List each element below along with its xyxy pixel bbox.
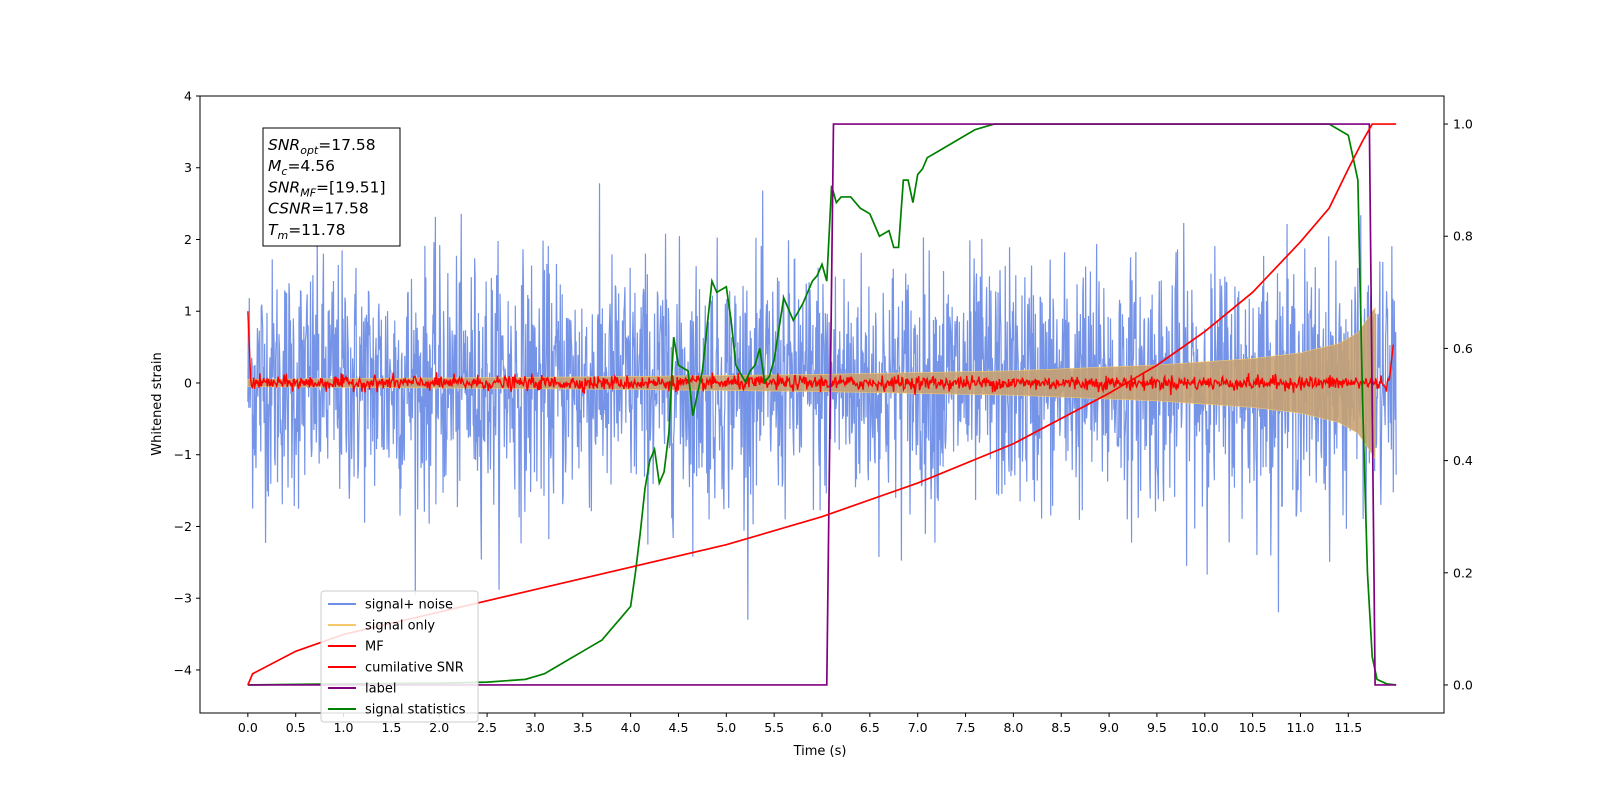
y2-tick-label: 0.4	[1453, 453, 1473, 468]
y-tick-label: −2	[174, 519, 192, 534]
x-tick-label: 4.5	[669, 720, 689, 735]
legend-label: cumilative SNR	[365, 661, 464, 676]
x-tick-label: 2.0	[429, 720, 449, 735]
x-tick-label: 8.5	[1051, 720, 1071, 735]
annotation-line: Mc=4.56	[268, 157, 335, 178]
y-tick-label: −4	[174, 662, 192, 677]
y2-tick-label: 0.2	[1453, 565, 1473, 580]
x-tick-label: 1.5	[381, 720, 401, 735]
y2-tick-label: 0.0	[1453, 677, 1473, 692]
y-tick-label: 2	[184, 232, 192, 247]
y-tick-label: −1	[174, 447, 192, 462]
series-mf-line	[247, 311, 1394, 396]
x-tick-label: 4.0	[621, 720, 641, 735]
annotation-frame	[262, 127, 401, 247]
x-tick-label: 5.5	[764, 720, 784, 735]
x-tick-label: 9.5	[1147, 720, 1167, 735]
y-tick-label: 3	[184, 160, 192, 175]
y2-tick-label: 0.6	[1453, 341, 1473, 356]
x-tick-label: 7.0	[908, 720, 928, 735]
y-axis-label: Whitened strain	[150, 352, 165, 455]
x-tick-label: 0.0	[238, 720, 258, 735]
x-tick-label: 10.5	[1239, 720, 1267, 735]
x-tick-label: 1.0	[334, 720, 354, 735]
y2-tick-label: 1.0	[1453, 117, 1473, 132]
x-tick-label: 11.0	[1287, 720, 1315, 735]
annotation-line: SNRMF=[19.51]	[268, 178, 386, 199]
legend-label: MF	[365, 640, 384, 655]
y-tick-label: 1	[184, 304, 192, 319]
legend-frame	[320, 590, 479, 723]
axis-ticks: 0.0 0.5 1.0 1.5 2.0 2.5 3.0 3.5 4.0 4.5 5.0 5.5 6.0 6…	[174, 89, 1473, 736]
x-tick-label: 9.0	[1099, 720, 1119, 735]
x-tick-label: 11.5	[1334, 720, 1362, 735]
x-axis-label: Time (s)	[793, 744, 847, 759]
series-label-line	[247, 123, 1397, 686]
legend: signal+ noise signal only MF cumilative SNR…	[320, 590, 479, 723]
legend-label: label	[365, 682, 396, 697]
x-tick-label: 6.5	[860, 720, 880, 735]
y2-tick-label: 0.8	[1453, 229, 1473, 244]
x-tick-label: 10.0	[1191, 720, 1219, 735]
y-tick-label: 4	[184, 89, 192, 104]
x-tick-label: 3.5	[573, 720, 593, 735]
x-tick-label: 5.0	[716, 720, 736, 735]
x-tick-label: 0.5	[286, 720, 306, 735]
x-tick-label: 2.5	[477, 720, 497, 735]
x-tick-label: 8.0	[1003, 720, 1023, 735]
annotation-line: Tm=11.78	[268, 221, 346, 242]
annotation-box: SNRopt=17.58Mc=4.56SNRMF=[19.51]CSNR=17.…	[262, 127, 401, 247]
x-tick-label: 7.5	[956, 720, 976, 735]
y-tick-label: −3	[174, 591, 192, 606]
annotation-line: CSNR=17.58	[268, 200, 369, 218]
y-tick-label: 0	[184, 375, 192, 390]
legend-label: signal statistics	[365, 703, 466, 718]
x-tick-label: 6.0	[812, 720, 832, 735]
legend-label: signal+ noise	[365, 598, 453, 613]
annotation-line: SNRopt=17.58	[268, 136, 376, 157]
legend-label: signal only	[365, 619, 435, 634]
x-tick-label: 3.0	[525, 720, 545, 735]
